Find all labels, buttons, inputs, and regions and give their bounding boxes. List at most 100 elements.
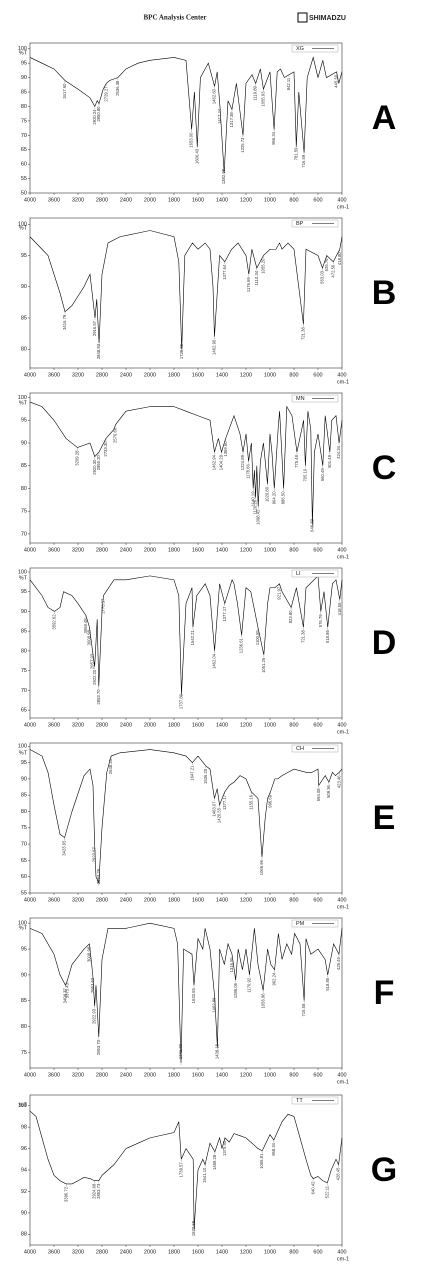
y-axis-label: %T <box>19 400 28 406</box>
x-tick-label: 800 <box>289 1072 298 1078</box>
x-tick-label: 1000 <box>264 547 276 553</box>
y-tick-label: 80 <box>21 486 27 492</box>
x-tick-label: 2800 <box>96 1249 108 1255</box>
y-tick-label: 70 <box>21 688 27 694</box>
panel-letter: C <box>372 449 397 487</box>
x-tick-label: 1600 <box>192 372 204 378</box>
x-axis-label: cm-1 <box>337 729 349 735</box>
spectrum-line <box>29 401 343 525</box>
legend-label: PM <box>296 921 305 927</box>
peak-label: 1438.18 <box>215 1043 220 1059</box>
y-axis-label: %T <box>19 750 28 756</box>
plot-frame <box>29 742 343 894</box>
peak-label: 1741.72 <box>178 1043 183 1059</box>
peak-label: 962.24 <box>272 972 277 985</box>
x-tick-label: 1400 <box>216 1072 228 1078</box>
x-tick-label: 1400 <box>216 897 228 903</box>
peak-label: 428.45 <box>336 1167 341 1180</box>
peak-label: 1382.98 <box>221 168 226 184</box>
x-tick-label: 600 <box>313 547 322 553</box>
peak-label: 2850.80 <box>96 106 101 122</box>
peak-label: 418.55 <box>337 602 342 615</box>
x-tick-label: 2000 <box>144 197 156 203</box>
peak-label: 1633.65 <box>191 988 196 1004</box>
peak-label: 2853.70 <box>96 689 101 705</box>
legend-label: BP <box>296 221 304 227</box>
x-tick-label: 1800 <box>168 1249 180 1255</box>
x-tick-label: 1200 <box>240 372 252 378</box>
peak-label: 1316.55 <box>229 957 234 973</box>
y-tick-label: 88 <box>21 1232 27 1238</box>
peak-label: 2916.57 <box>92 320 97 336</box>
peak-label: 2953.62 <box>90 977 95 993</box>
peak-label: 2848.93 <box>96 343 101 359</box>
peak-label: 1417.44 <box>217 108 222 124</box>
y-tick-label: 85 <box>21 793 27 799</box>
legend-label: CH <box>296 746 304 752</box>
y-tick-label: 75 <box>21 118 27 124</box>
peak-label: 423.46 <box>336 775 341 788</box>
peak-label: 1642.21 <box>190 629 195 645</box>
peak-label: 1463.07 <box>212 801 217 817</box>
y-tick-label: 100 <box>18 46 27 52</box>
peak-label: 518.85 <box>325 977 330 990</box>
x-tick-label: 3600 <box>48 722 60 728</box>
x-tick-label: 600 <box>313 1072 322 1078</box>
plot-frame <box>29 217 343 369</box>
x-tick-label: 800 <box>289 547 298 553</box>
peak-label: 1462.60 <box>212 88 217 104</box>
peak-label: 1224.89 <box>240 454 245 470</box>
peak-label: 1377.17 <box>222 606 227 622</box>
x-tick-label: 3200 <box>72 547 84 553</box>
y-tick-label: 100 <box>18 1103 27 1109</box>
x-tick-label: 4000 <box>24 1249 36 1255</box>
plot-frame <box>29 567 343 719</box>
x-tick-label: 1200 <box>240 1249 252 1255</box>
x-axis-label: cm-1 <box>337 1256 349 1262</box>
x-tick-label: 2800 <box>96 1072 108 1078</box>
x-tick-label: 2800 <box>96 722 108 728</box>
y-tick-label: 96 <box>21 1146 27 1152</box>
y-tick-label: 92 <box>21 1189 27 1195</box>
peak-label: 1236.61 <box>239 637 244 653</box>
peak-label: 563.03 <box>320 270 325 283</box>
x-tick-label: 3600 <box>48 197 60 203</box>
peak-label: 823.80 <box>288 610 293 623</box>
x-tick-label: 400 <box>337 722 346 728</box>
x-tick-label: 1200 <box>240 897 252 903</box>
x-tick-label: 1800 <box>168 372 180 378</box>
x-axis-label: cm-1 <box>337 379 349 385</box>
peak-label: 1735.65 <box>179 343 184 359</box>
x-tick-label: 1400 <box>216 722 228 728</box>
peak-label: 3209.28 <box>75 450 80 466</box>
x-tick-label: 800 <box>289 372 298 378</box>
x-tick-label: 2000 <box>144 1249 156 1255</box>
x-tick-label: 2000 <box>144 1072 156 1078</box>
y-tick-label: 100 <box>18 222 27 228</box>
peak-label: 1462.86 <box>212 997 217 1013</box>
x-tick-label: 3200 <box>72 372 84 378</box>
y-axis-label: %T <box>19 225 28 231</box>
peak-label: 560.49 <box>320 468 325 481</box>
x-tick-label: 1800 <box>168 547 180 553</box>
peak-label: 1155.16 <box>248 794 253 809</box>
peak-label: 594.08 <box>316 788 321 801</box>
peak-label: 715.58 <box>301 1003 306 1016</box>
peak-label: 1317.38 <box>229 112 234 128</box>
peak-label: 3396.72 <box>63 1186 68 1202</box>
x-tick-label: 600 <box>313 1249 322 1255</box>
y-tick-label: 85 <box>21 998 27 1004</box>
y-tick-label: 75 <box>21 509 27 515</box>
peak-label: 2775.57 <box>101 598 106 614</box>
peak-label: 1055.20 <box>260 258 265 274</box>
panel-letter: F <box>374 974 395 1012</box>
x-tick-label: 3200 <box>72 722 84 728</box>
x-tick-label: 400 <box>337 197 346 203</box>
peak-label: 425.45 <box>336 956 341 969</box>
peak-label: 1120.26 <box>253 499 258 514</box>
y-tick-label: 100 <box>18 395 27 401</box>
peak-label: 996.69 <box>268 794 273 807</box>
peak-label: 1377.17 <box>222 794 227 810</box>
plot-frame <box>29 917 343 1069</box>
legend-label: LI <box>296 571 301 577</box>
